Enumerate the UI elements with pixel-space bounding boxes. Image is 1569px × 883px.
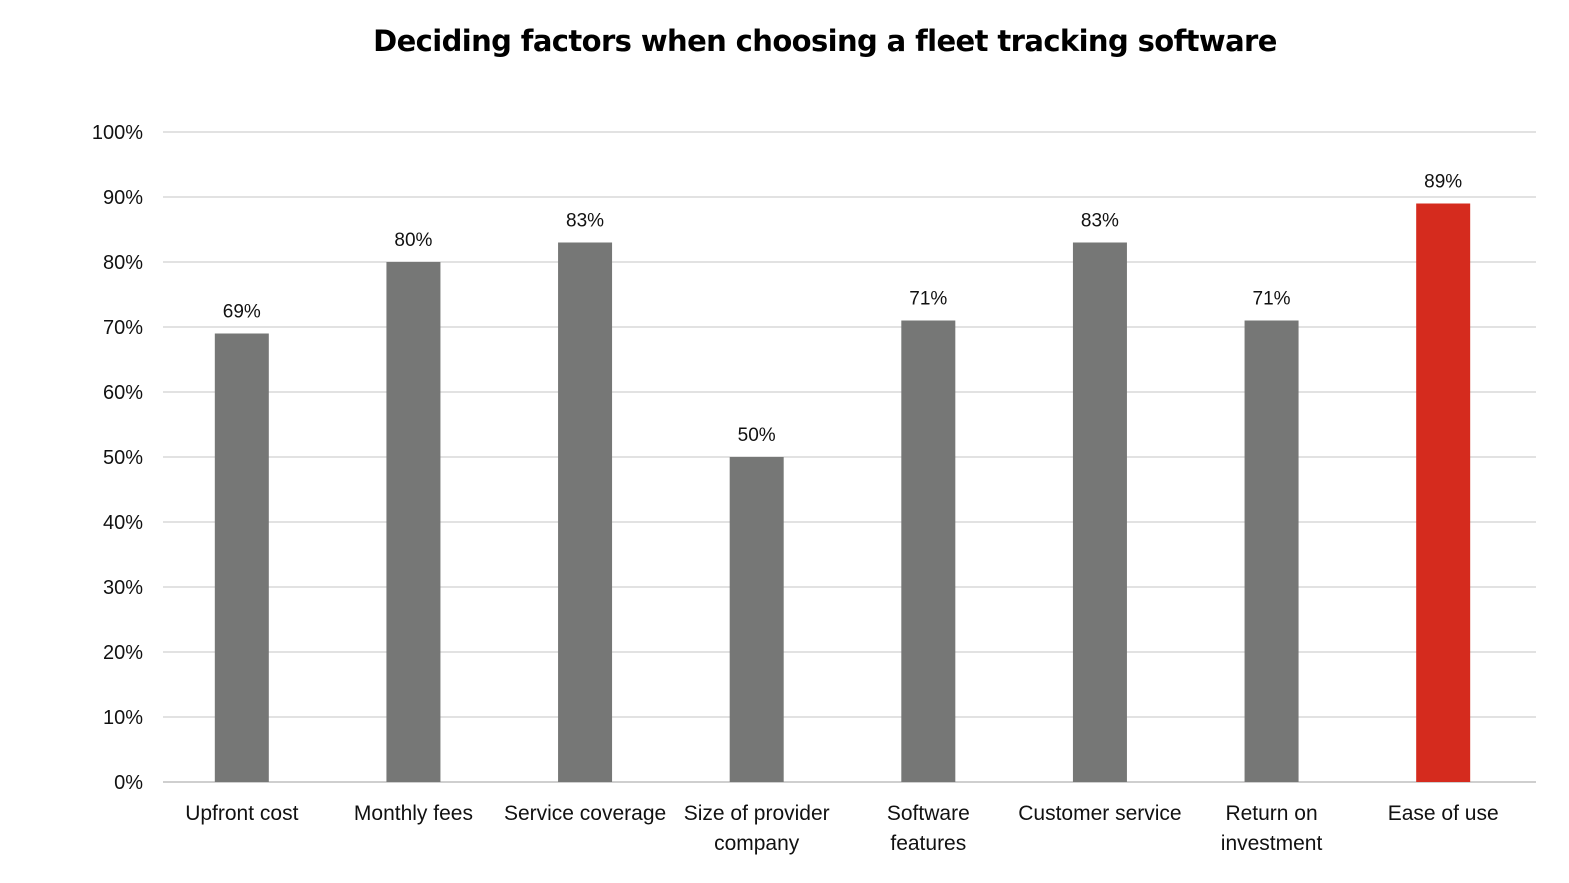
bar — [729, 457, 784, 782]
y-tick-label: 20% — [103, 642, 143, 664]
bar — [558, 242, 613, 782]
y-tick-label: 50% — [103, 447, 143, 469]
x-axis-category-labels: Upfront cost Monthly fees Service coverage… — [185, 802, 1498, 855]
x-tick-label: Software features — [887, 802, 970, 855]
gridlines — [163, 131, 1536, 783]
data-label: 83% — [1081, 211, 1119, 232]
bar — [214, 333, 269, 782]
bar — [1072, 242, 1127, 782]
y-tick-label: 80% — [103, 252, 143, 274]
data-label: 50% — [738, 425, 776, 446]
y-tick-label: 30% — [103, 577, 143, 599]
bar — [386, 262, 441, 782]
data-label: 71% — [909, 289, 947, 310]
x-tick-label: Size of provider company — [684, 802, 830, 855]
bar — [1416, 203, 1471, 782]
x-tick-label: Customer service — [1018, 802, 1181, 825]
x-tick-label: Service coverage — [504, 802, 666, 825]
data-labels: 69% 80% 83% 50% 71% 83% 71% 89% — [223, 172, 1463, 447]
x-tick-label: Monthly fees — [354, 802, 473, 825]
y-tick-label: 90% — [103, 187, 143, 209]
data-label: 69% — [223, 302, 261, 323]
x-tick-label: Upfront cost — [185, 802, 298, 825]
data-label: 80% — [394, 230, 432, 251]
y-tick-label: 0% — [114, 772, 143, 794]
chart-title: Deciding factors when choosing a fleet t… — [373, 24, 1277, 58]
x-tick-label: Ease of use — [1388, 802, 1499, 825]
y-tick-label: 40% — [103, 512, 143, 534]
data-label: 83% — [566, 211, 604, 232]
bar — [901, 320, 956, 782]
y-tick-label: 100% — [92, 122, 143, 144]
y-tick-label: 10% — [103, 707, 143, 729]
data-label: 71% — [1253, 289, 1291, 310]
x-tick-label: Return on investment — [1221, 802, 1323, 855]
bars — [214, 203, 1471, 782]
y-tick-label: 70% — [103, 317, 143, 339]
bar — [1244, 320, 1299, 782]
y-axis-tick-labels: 0% 10% 20% 30% 40% 50% 60% 70% 80% 90% 100% — [92, 122, 143, 794]
data-label: 89% — [1424, 172, 1462, 193]
y-tick-label: 60% — [103, 382, 143, 404]
